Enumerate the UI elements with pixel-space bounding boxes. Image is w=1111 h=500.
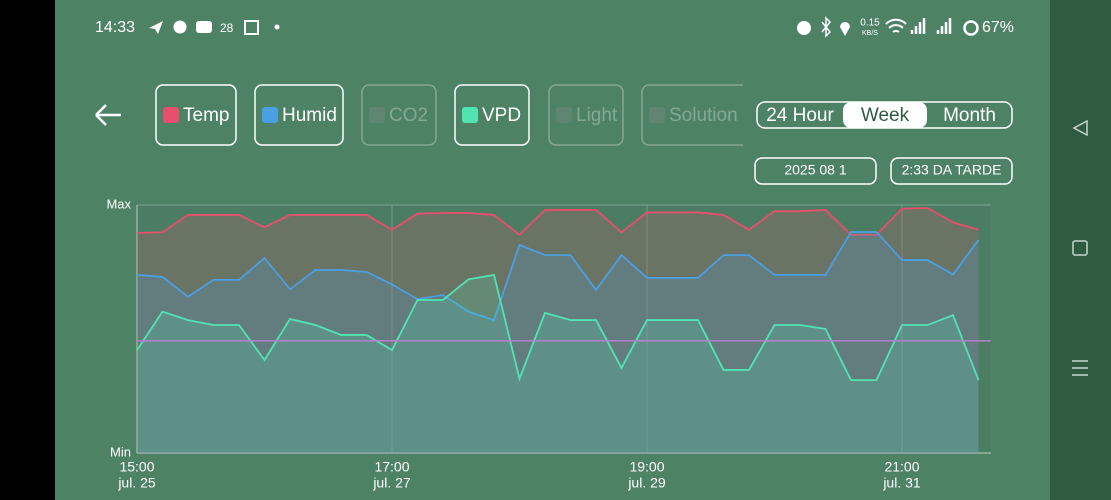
- nav-home[interactable]: [1072, 240, 1088, 256]
- series-toggle[interactable]: Humid: [254, 84, 344, 146]
- date-pill[interactable]: [754, 157, 877, 185]
- telegram-icon: [149, 21, 163, 34]
- series-toggle[interactable]: CO2: [361, 84, 437, 146]
- series-line: [136, 231, 980, 322]
- time-pill[interactable]: [890, 157, 1013, 185]
- toggle-box[interactable]: [361, 84, 437, 146]
- toggle-box[interactable]: [254, 84, 344, 146]
- speed-unit: KB/S: [862, 30, 878, 37]
- toggle-label: Humid: [282, 105, 337, 126]
- toggle-swatch: [462, 107, 478, 123]
- nav-back[interactable]: [1072, 119, 1088, 137]
- back-button[interactable]: [95, 104, 121, 126]
- y-tick-label: Min: [110, 444, 131, 459]
- range-option[interactable]: 24 Hour: [766, 105, 834, 126]
- dot-icon: [274, 24, 280, 30]
- battery-level: 67%: [982, 19, 1014, 36]
- series-area: [137, 232, 979, 453]
- series-line: [136, 207, 979, 236]
- x-tick-date: jul. 31: [882, 475, 921, 491]
- x-tick-date: jul. 29: [627, 475, 666, 491]
- series-toggle[interactable]: VPD: [454, 84, 530, 146]
- status-time: 14:33: [95, 19, 135, 36]
- toggle-swatch: [649, 107, 665, 123]
- bluetooth-icon: [821, 16, 832, 38]
- alarm-icon: [797, 21, 811, 35]
- toggle-label: Light: [576, 105, 618, 126]
- plot-background: [137, 205, 991, 453]
- battery-icon: [963, 20, 979, 36]
- toggle-label: CO2: [389, 105, 428, 126]
- toggle-swatch: [369, 107, 385, 123]
- toggle-box[interactable]: [641, 84, 752, 146]
- toggle-swatch: [163, 107, 179, 123]
- series-toggle[interactable]: Temp: [155, 84, 237, 146]
- gallery-icon: [244, 20, 259, 35]
- toggle-label: VPD: [482, 105, 521, 126]
- pinterest-icon: [173, 20, 187, 34]
- range-option[interactable]: Month: [943, 105, 996, 126]
- time-text: 2:33 DA TARDE: [902, 162, 1002, 178]
- nav-menu[interactable]: [1072, 360, 1088, 376]
- date-text: 2025 08 1: [784, 162, 846, 178]
- x-tick-label: 19:00: [629, 459, 664, 475]
- toggle-swatch: [262, 107, 278, 123]
- toggle-label: Solution: [669, 105, 738, 126]
- x-tick-date: jul. 25: [117, 475, 156, 491]
- series-area: [137, 274, 979, 453]
- toggle-row: Temp Humid CO2 VPD Light Solution: [155, 84, 752, 146]
- wifi-icon: [885, 18, 907, 33]
- location-icon: [840, 22, 850, 36]
- toggle-box[interactable]: [454, 84, 530, 146]
- signal-icon: [910, 18, 952, 34]
- toggle-box[interactable]: [548, 84, 624, 146]
- nav-bar: [1050, 0, 1111, 500]
- status-temperature: 28: [220, 21, 234, 35]
- y-tick-label: Max: [106, 196, 131, 211]
- series-toggles: Temp Humid CO2 VPD Light Solution: [155, 84, 752, 146]
- series-toggle[interactable]: Solution: [641, 84, 752, 146]
- toggle-box[interactable]: [155, 84, 237, 146]
- range-selector: 24 Hour Week Month: [756, 101, 1013, 129]
- series-toggle[interactable]: Light: [548, 84, 624, 146]
- speed-value: 0.15: [860, 18, 880, 29]
- series-line: [136, 273, 980, 382]
- x-tick-label: 17:00: [374, 459, 409, 475]
- toggle-swatch: [556, 107, 572, 123]
- range-selected: [843, 102, 927, 128]
- toggle-label: Temp: [183, 105, 229, 126]
- youtube-icon: [196, 21, 212, 33]
- x-tick-label: 21:00: [884, 459, 919, 475]
- x-tick-date: jul. 27: [372, 475, 411, 491]
- x-tick-label: 15:00: [119, 459, 154, 475]
- range-option[interactable]: Week: [861, 105, 910, 126]
